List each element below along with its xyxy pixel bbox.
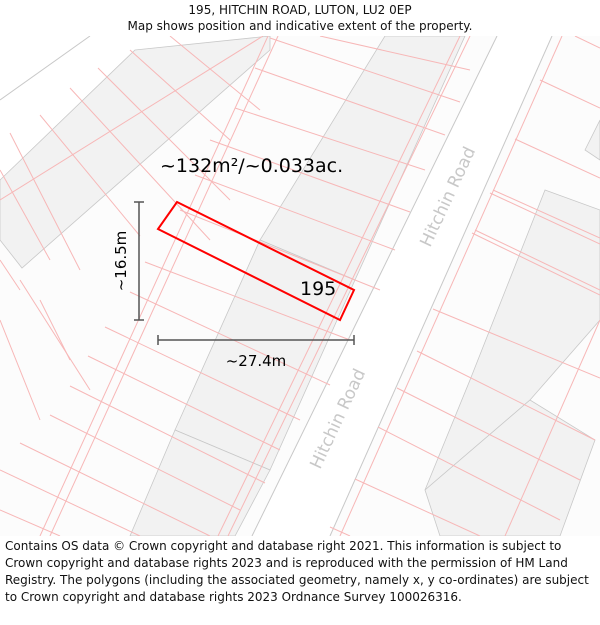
width-dimension-label: ~27.4m [226,352,287,370]
area-label: ~132m²/~0.033ac. [160,155,343,177]
map-header: 195, HITCHIN ROAD, LUTON, LU2 0EP Map sh… [0,0,600,36]
property-boundary[interactable] [156,200,356,322]
parcel-lines [0,36,600,536]
height-dimension [134,201,144,321]
map-subtitle: Map shows position and indicative extent… [127,19,473,33]
property-map[interactable]: Hitchin Road Hitchin Road ~132m²/~0.033a… [0,36,600,536]
copyright-notice: Contains OS data © Crown copyright and d… [5,539,589,604]
plot-number-label: 195 [300,278,336,300]
hitchin-road [251,36,553,536]
height-dimension-label: ~16.5m [112,231,130,292]
property-address: 195, HITCHIN ROAD, LUTON, LU2 0EP [188,3,412,17]
width-dimension [157,335,355,345]
